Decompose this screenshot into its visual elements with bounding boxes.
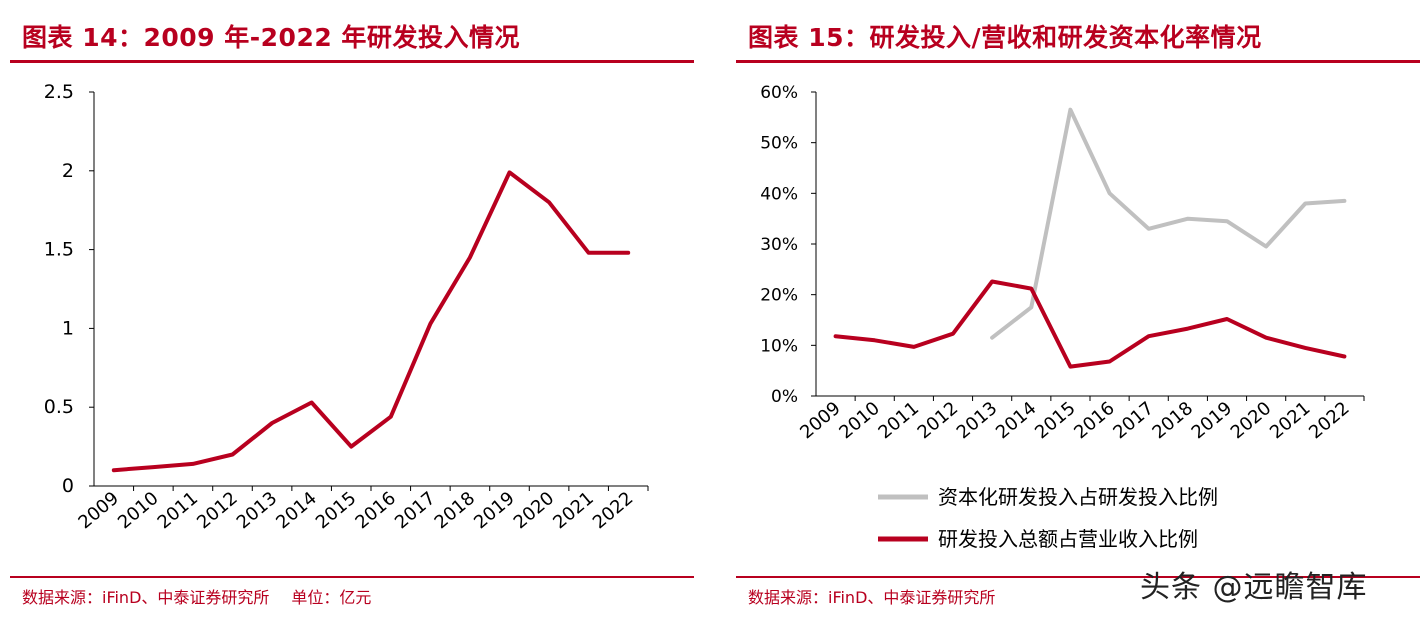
left-x-tick-label: 2014 (272, 488, 321, 534)
left-x-tick-label: 2016 (351, 488, 400, 534)
left-line-chart: 0 0.5 1 1.5 2 2.5 2009201020112012201320142015… (44, 81, 649, 534)
left-y-tick-label: 2 (62, 160, 74, 182)
right-source-text: 数据来源：iFinD、中泰证券研究所 (748, 588, 996, 607)
left-y-tick-label: 1.5 (44, 239, 74, 261)
right-y-tick-label: 30% (760, 235, 798, 255)
left-y-tick-label: 2.5 (44, 81, 74, 103)
right-x-tick-label: 2009 (796, 398, 845, 444)
left-figure-title: 图表 14：2009 年-2022 年研发投入情况 (22, 23, 520, 52)
right-y-tick-label: 40% (760, 184, 798, 204)
right-x-tick-label: 2013 (953, 398, 1002, 444)
right-x-tick-label: 2021 (1266, 398, 1315, 444)
right-source-rule (736, 576, 1420, 578)
left-x-tick-label: 2009 (74, 488, 123, 534)
left-x-tick-label: 2021 (549, 488, 598, 534)
right-source-line: 数据来源：iFinD、中泰证券研究所 (748, 584, 995, 608)
left-series-line-0 (111, 170, 631, 473)
left-x-tick-label: 2022 (589, 488, 638, 534)
left-source-text: 数据来源：iFinD、中泰证券研究所 (22, 588, 270, 607)
left-y-tick-label: 0.5 (44, 396, 74, 418)
left-x-tick-label: 2010 (114, 488, 163, 534)
right-y-tick-label: 20% (760, 286, 798, 306)
right-figure-title: 图表 15：研发投入/营收和研发资本化率情况 (748, 23, 1262, 52)
left-x-tick-label: 2012 (193, 488, 242, 534)
right-y-tick-label: 0% (771, 387, 798, 407)
right-x-tick-label: 2011 (874, 398, 923, 444)
right-series-line-1 (833, 279, 1347, 369)
left-x-tick-label: 2013 (233, 488, 282, 534)
left-x-tick-label: 2019 (470, 488, 519, 534)
right-x-tick-label: 2019 (1188, 398, 1237, 444)
right-series-line-0 (990, 107, 1347, 340)
right-x-tick-label: 2012 (914, 398, 963, 444)
left-figure-panel: 图表 14：2009 年-2022 年研发投入情况 0 0.5 1 1.5 2 2.5 20… (0, 0, 694, 617)
left-title-rule (10, 60, 694, 63)
left-y-tick-label: 1 (62, 317, 74, 339)
left-x-tick-label: 2017 (391, 488, 440, 534)
right-y-tick-label: 10% (760, 336, 798, 356)
left-x-tick-label: 2015 (312, 488, 361, 534)
right-x-tick-label: 2022 (1305, 398, 1354, 444)
right-x-tick-label: 2020 (1227, 398, 1276, 444)
right-x-tick-label: 2014 (992, 398, 1041, 444)
right-x-tick-label: 2018 (1148, 398, 1197, 444)
left-source-rule (10, 576, 694, 578)
right-x-tick-label: 2017 (1109, 398, 1158, 444)
right-legend-label: 资本化研发投入占研发投入比例 (938, 485, 1218, 509)
left-unit-text: 单位：亿元 (291, 588, 372, 607)
left-y-tick-label: 0 (62, 475, 74, 497)
right-x-tick-label: 2016 (1070, 398, 1119, 444)
right-title-rule (736, 60, 1420, 63)
right-y-tick-label: 50% (760, 134, 798, 154)
left-source-line: 数据来源：iFinD、中泰证券研究所 单位：亿元 (22, 584, 371, 608)
right-y-tick-label: 60% (760, 83, 798, 103)
right-x-tick-label: 2010 (835, 398, 884, 444)
right-line-chart: 0% 10% 20% 30% 40% 50% 60% 20092010201120122013… (760, 83, 1365, 551)
left-x-tick-label: 2018 (431, 488, 480, 534)
left-x-tick-label: 2011 (154, 488, 203, 534)
watermark-text: 头条 @远瞻智库 (1140, 570, 1368, 605)
left-x-tick-label: 2020 (510, 488, 559, 534)
right-x-tick-label: 2015 (1031, 398, 1080, 444)
right-legend-label: 研发投入总额占营业收入比例 (938, 527, 1198, 551)
right-figure-panel: 图表 15：研发投入/营收和研发资本化率情况 0% 10% 20% 30% 40% 50%… (726, 0, 1420, 617)
